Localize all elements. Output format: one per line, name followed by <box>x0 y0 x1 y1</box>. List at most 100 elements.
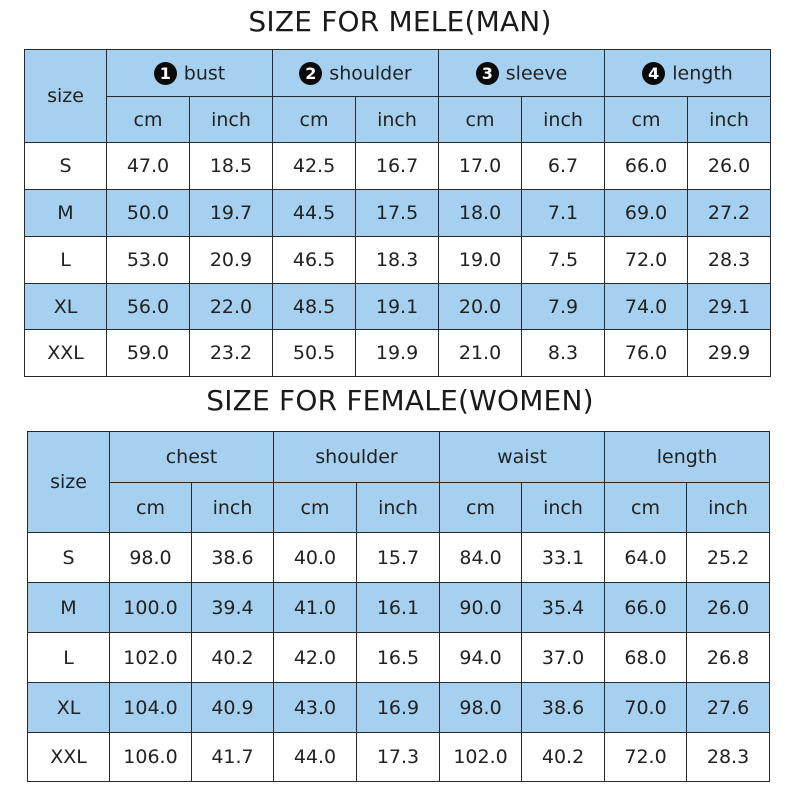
value-cell: 17.0 <box>438 142 523 190</box>
size-cell: S <box>24 142 107 190</box>
value-cell: 29.9 <box>687 329 772 377</box>
value-cell: 98.0 <box>109 532 192 583</box>
women-group-header-shoulder: shoulder <box>272 431 441 483</box>
women-group-header-chest: chest <box>109 431 274 483</box>
women-size-header: size <box>27 431 110 533</box>
men-unit-cm: cm <box>604 96 689 143</box>
value-cell: 66.0 <box>604 142 689 190</box>
table-row: XL 104.0 40.9 43.0 16.9 98.0 38.6 70.0 2… <box>27 682 771 733</box>
value-cell: 74.0 <box>604 283 689 330</box>
men-group-header-bust: 1 bust <box>105 49 274 97</box>
value-cell: 72.0 <box>604 236 689 284</box>
value-cell: 70.0 <box>604 682 688 733</box>
men-unit-inch: inch <box>521 96 606 143</box>
size-cell: S <box>27 532 110 583</box>
value-cell: 50.0 <box>106 189 190 237</box>
value-cell: 20.0 <box>438 283 523 330</box>
men-group-header-shoulder: 2 shoulder <box>272 49 440 97</box>
women-unit-inch: inch <box>355 482 441 533</box>
value-cell: 28.3 <box>686 732 771 782</box>
size-cell: L <box>27 632 110 683</box>
value-cell: 23.2 <box>188 329 274 377</box>
women-unit-cm: cm <box>604 482 688 533</box>
men-unit-cm: cm <box>438 96 523 143</box>
table-row: L 53.0 20.9 46.5 18.3 19.0 7.5 72.0 28.3 <box>24 236 772 284</box>
men-group-header-sleeve: 3 sleeve <box>438 49 606 97</box>
table-row: XL 56.0 22.0 48.5 19.1 20.0 7.9 74.0 29.… <box>24 283 772 330</box>
value-cell: 21.0 <box>438 329 523 377</box>
men-size-header: size <box>24 49 107 143</box>
value-cell: 35.4 <box>521 582 606 633</box>
value-cell: 17.5 <box>355 189 440 237</box>
value-cell: 94.0 <box>439 632 523 683</box>
value-cell: 76.0 <box>604 329 689 377</box>
value-cell: 7.9 <box>521 283 606 330</box>
men-group-label: sleeve <box>505 62 568 84</box>
size-cell: M <box>27 582 110 633</box>
value-cell: 16.7 <box>355 142 440 190</box>
value-cell: 7.1 <box>521 189 606 237</box>
value-cell: 44.5 <box>272 189 357 237</box>
men-unit-inch: inch <box>355 96 440 143</box>
value-cell: 40.0 <box>273 532 357 583</box>
women-unit-cm: cm <box>273 482 357 533</box>
men-group-label: shoulder <box>329 62 412 84</box>
men-unit-inch: inch <box>188 96 274 143</box>
value-cell: 20.9 <box>188 236 274 284</box>
table-row: M 100.0 39.4 41.0 16.1 90.0 35.4 66.0 26… <box>27 582 771 633</box>
size-cell: XL <box>24 283 107 330</box>
value-cell: 98.0 <box>439 682 523 733</box>
value-cell: 37.0 <box>521 632 606 683</box>
value-cell: 16.1 <box>355 582 441 633</box>
value-cell: 53.0 <box>106 236 190 284</box>
value-cell: 26.0 <box>687 142 772 190</box>
value-cell: 19.1 <box>355 283 440 330</box>
value-cell: 50.5 <box>272 329 357 377</box>
size-cell: XXL <box>27 732 110 782</box>
value-cell: 59.0 <box>106 329 190 377</box>
men-size-title: SIZE FOR MELE(MAN) <box>248 5 552 38</box>
value-cell: 29.1 <box>687 283 772 330</box>
men-size-table: size 1 bust 2 shoulder 3 sleeve 4 length cm … <box>24 49 772 377</box>
value-cell: 42.0 <box>273 632 357 683</box>
number-four-badge-icon: 4 <box>642 61 666 85</box>
value-cell: 17.3 <box>355 732 441 782</box>
table-row: M 50.0 19.7 44.5 17.5 18.0 7.1 69.0 27.2 <box>24 189 772 237</box>
women-size-title: SIZE FOR FEMALE(WOMEN) <box>206 384 594 417</box>
number-three-badge-icon: 3 <box>475 61 499 85</box>
women-unit-inch: inch <box>521 482 606 533</box>
value-cell: 40.2 <box>191 632 274 683</box>
value-cell: 84.0 <box>439 532 523 583</box>
value-cell: 104.0 <box>109 682 192 733</box>
value-cell: 72.0 <box>604 732 688 782</box>
size-cell: L <box>24 236 107 284</box>
women-unit-cm: cm <box>439 482 523 533</box>
men-unit-inch: inch <box>687 96 772 143</box>
value-cell: 19.7 <box>188 189 274 237</box>
value-cell: 64.0 <box>604 532 688 583</box>
women-group-header-waist: waist <box>439 431 606 483</box>
value-cell: 90.0 <box>439 582 523 633</box>
table-row: L 102.0 40.2 42.0 16.5 94.0 37.0 68.0 26… <box>27 632 771 683</box>
size-cell: XXL <box>24 329 107 377</box>
value-cell: 18.0 <box>438 189 523 237</box>
value-cell: 102.0 <box>109 632 192 683</box>
value-cell: 28.3 <box>687 236 772 284</box>
value-cell: 44.0 <box>273 732 357 782</box>
value-cell: 43.0 <box>273 682 357 733</box>
value-cell: 22.0 <box>188 283 274 330</box>
table-row: XXL 106.0 41.7 44.0 17.3 102.0 40.2 72.0… <box>27 732 771 782</box>
size-cell: XL <box>27 682 110 733</box>
value-cell: 26.0 <box>686 582 771 633</box>
table-row: S 47.0 18.5 42.5 16.7 17.0 6.7 66.0 26.0 <box>24 142 772 190</box>
women-unit-inch: inch <box>191 482 274 533</box>
number-two-badge-icon: 2 <box>299 61 323 85</box>
women-unit-inch: inch <box>686 482 771 533</box>
value-cell: 19.0 <box>438 236 523 284</box>
value-cell: 26.8 <box>686 632 771 683</box>
men-group-label: length <box>672 62 733 84</box>
value-cell: 25.2 <box>686 532 771 583</box>
table-row: S 98.0 38.6 40.0 15.7 84.0 33.1 64.0 25.… <box>27 532 771 583</box>
value-cell: 27.6 <box>686 682 771 733</box>
value-cell: 100.0 <box>109 582 192 633</box>
